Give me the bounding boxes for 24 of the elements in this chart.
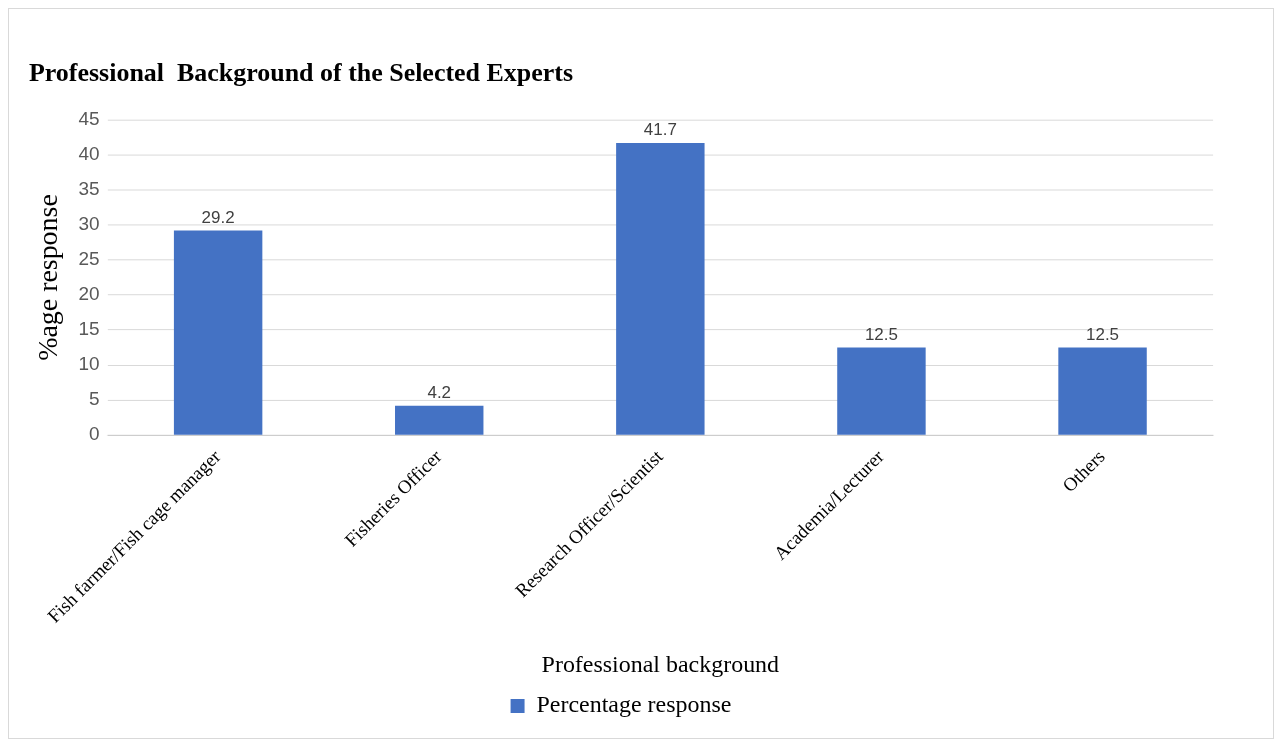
y-tick-label: 5 (89, 388, 100, 410)
data-label: 41.7 (643, 120, 677, 140)
bar (616, 143, 705, 435)
y-tick-label: 15 (78, 318, 100, 340)
y-tick-label: 45 (78, 108, 100, 130)
y-tick-label: 0 (89, 423, 100, 445)
legend-label: Percentage response (536, 691, 732, 718)
y-tick-label: 20 (78, 283, 100, 305)
bar (837, 347, 926, 435)
bar (395, 405, 484, 435)
bar (1058, 347, 1147, 435)
y-axis-title: %age response (32, 194, 64, 361)
data-label: 12.5 (1086, 324, 1120, 344)
y-tick-label: 30 (78, 213, 100, 235)
y-tick-label: 25 (78, 248, 100, 270)
y-tick-label: 35 (78, 178, 100, 200)
chart-title: Professional Background of the Selected Experts (28, 58, 573, 88)
y-tick-label: 40 (78, 143, 100, 165)
data-label: 4.2 (427, 382, 452, 402)
data-label: 12.5 (864, 324, 898, 344)
bar (173, 230, 263, 435)
data-label: 29.2 (201, 207, 235, 227)
x-axis-title: Professional background (541, 651, 780, 678)
y-tick-label: 10 (78, 353, 100, 375)
